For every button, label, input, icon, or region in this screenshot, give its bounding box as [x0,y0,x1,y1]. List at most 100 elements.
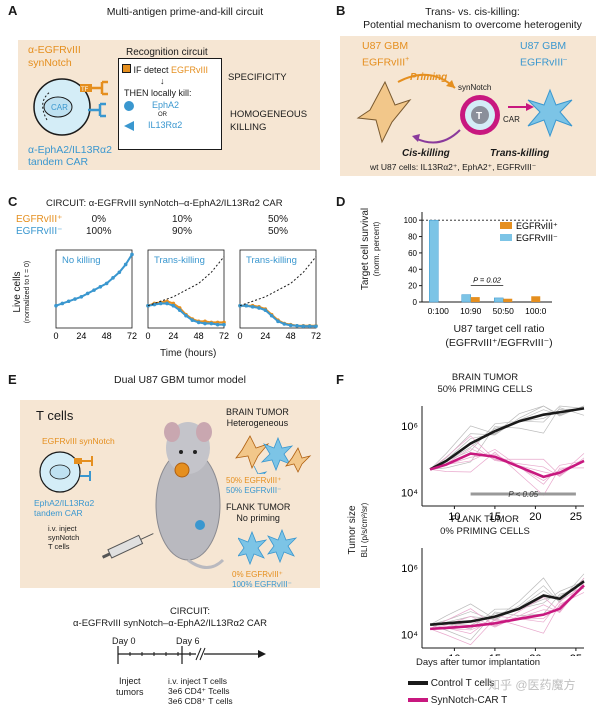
bar-minus [461,294,471,303]
bar-plus [503,298,513,302]
if-line: IF detect EGFRvIII [122,64,208,75]
e-inject-tumors-1: Inject [119,676,141,686]
e-brain-plus: 50% EGFRvIII⁺ [226,476,282,485]
legend-plus-label: EGFRvIII⁺ [516,221,558,231]
priming-label: Priming [410,72,447,83]
legend-minus-swatch [500,234,512,241]
left-cell-label-2: EGFRvIII [362,56,406,69]
plot-label: Trans-killing [154,255,205,266]
y-tick-label: 10⁶ [401,421,418,433]
plot-label: No killing [62,255,101,266]
data-point [203,321,207,326]
data-point [177,308,182,312]
x-tick-label: 10 [448,511,460,523]
watermark: 知乎 @医药魔方 [488,678,576,692]
data-point [54,303,58,308]
x-tick-label: 24 [76,331,86,341]
panel-c-circuit: CIRCUIT: α-EGFRvIII synNotch–α-EphA2/IL1… [46,198,283,209]
legend-synnotch-swatch [408,698,428,703]
legend-control-label: Control T cells [430,678,495,689]
e-brain-ratio: 50% EGFRvIII⁺ 50% EGFRvIII⁻ [226,476,281,496]
f-brain-title-1: BRAIN TUMOR [451,372,519,383]
data-point [196,320,201,325]
y-tick-label: 100 [404,216,418,225]
e-car-label: EphA2/IL13Rα2 tandem CAR [34,498,94,518]
x-tick-label: 10:90 [460,306,482,316]
panel-c-ylabel-1: Live cells [12,271,23,313]
legend-plus-swatch [500,222,512,229]
data-point [98,284,103,289]
e-flank-plus: 0% EGFRvIII⁺ [232,570,283,579]
panel-letter-e: E [8,372,17,387]
left-cell-sup: + [405,56,410,63]
plot3-plus: 50% [268,214,289,225]
x-tick-label: 48 [102,331,112,341]
bar-plus [470,297,480,302]
legend-synnotch-label: SynNotch-CAR T [430,695,508,706]
plot-frame [239,249,317,329]
y-tick-label: 80 [408,233,417,242]
plot1-ratio: 0% 100% [86,214,112,238]
panel-f-charts: 10⁶ 10⁴ 10 15 20 25 P < 0.05 10⁶ 10⁴ 10 15 20 25 [401,405,585,656]
e-day6: Day 6 [176,636,200,646]
car-label-1: α-EphA2/IL13Rα2 [28,144,112,156]
pvalue-label: P < 0.05 [508,490,538,499]
data-point [184,313,188,318]
panel-c-ylabel: Live cells (normalized to t = 0) [12,247,33,337]
brain-tumor-spot-icon [174,462,190,478]
data-point [92,288,96,292]
x-tick-label: 0:100 [428,306,450,316]
e-t-cell-diagram [39,451,93,493]
panel-a-title: Multi-antigen prime-and-kill circuit [106,6,264,18]
synnotch-label-1: α-EGFRvIII [28,44,81,56]
bar-minus [494,297,504,303]
series-line [147,256,225,307]
x-tick-label: 25 [570,653,582,656]
series-line [239,256,317,307]
plot1-minus: 100% [86,226,112,237]
data-point [66,299,71,304]
e-flank-ratio: 0% EGFRvIII⁺ 100% EGFRvIII⁻ [232,570,292,590]
synnotch-label: α-EGFRvIII synNotch [28,44,81,70]
data-point [307,324,312,329]
data-point [263,308,268,312]
panel-c-xlabel: Time (hours) [160,348,217,359]
cis-trans-diagram: Priming synNotch T CAR Cis-killing Trans… [356,72,573,159]
e-flank-2: No priming [236,513,280,523]
x-tick-label: 20 [529,511,541,523]
legend-minus-label: EGFRvIII⁻ [516,233,558,243]
x-tick-label: 50:50 [493,306,515,316]
data-point [215,322,220,327]
data-point [257,306,261,310]
car-label: α-EphA2/IL13Rα2 tandem CAR [28,144,112,168]
car-receptor-icon [88,102,106,118]
e-circuit-2: α-EGFRvIII synNotch–α-EphA2/IL13Rα2 CAR [73,618,267,629]
e-day0: Day 0 [112,636,136,646]
left-cell-label: U87 GBM EGFRvIII+ [362,40,409,70]
data-point [158,301,163,306]
left-cell-label-1: U87 GBM [362,40,409,52]
e-flank-1: FLANK TUMOR [226,502,291,512]
e-flank-minus: 100% EGFRvIII⁻ [232,580,292,589]
data-point [209,321,214,326]
individual-trace [429,587,585,641]
x-tick-label: 72 [127,331,137,341]
b-synnotch-label: synNotch [458,83,491,92]
e-car-label-2: tandem CAR [34,508,83,518]
egfrviii-minus-cell-icon [527,88,573,138]
data-point [288,323,293,328]
if-text: IF detect [133,65,169,75]
car-text: CAR [51,103,68,112]
data-point [269,313,274,318]
tf-icon [80,84,92,92]
x-tick-label: 15 [489,511,501,523]
data-point [104,281,109,286]
epha2-circle-icon [124,101,134,111]
data-point [79,295,84,299]
panel-letter-f: F [336,372,344,387]
legend-control: Control T cells [408,678,494,689]
legend-control-swatch [408,681,428,686]
panel-d-chart: 0 20 40 60 80 100 0:100 10:90 50:50 100:0 P = 0.02… [404,212,558,316]
e-inject-tumors: Inject tumors [116,676,144,698]
e-brain-1: BRAIN TUMOR [226,407,289,417]
